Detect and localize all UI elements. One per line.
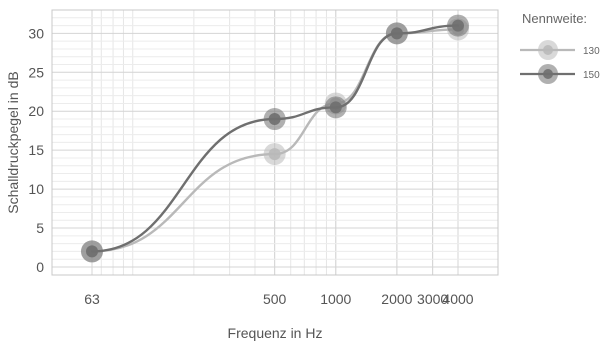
data-point-core	[86, 245, 98, 258]
y-tick-label: 30	[28, 25, 44, 41]
y-tick-label: 5	[36, 220, 44, 236]
legend-marker-core	[543, 45, 553, 55]
data-point-core	[268, 148, 281, 161]
series-150	[81, 14, 469, 263]
x-tick-label: 1000	[320, 291, 351, 307]
y-tick-label: 0	[36, 259, 44, 275]
legend-title: Nennweite:	[522, 11, 587, 26]
y-tick-label: 10	[28, 181, 44, 197]
data-point-core	[452, 19, 464, 32]
legend-marker-core	[543, 69, 553, 79]
legend-label: 130	[583, 46, 600, 57]
x-axis-title: Frequenz in Hz	[228, 325, 323, 341]
y-axis-title: Schalldruckpegel in dB	[5, 71, 21, 213]
data-point-core	[390, 27, 403, 40]
x-tick-label: 63	[84, 291, 100, 307]
y-tick-label: 20	[28, 103, 44, 119]
plot-frame	[51, 9, 499, 276]
series-group	[81, 14, 469, 263]
axes	[51, 9, 499, 276]
y-tick-label: 25	[28, 64, 44, 80]
x-tick-label: 500	[263, 291, 287, 307]
x-tick-label: 4000	[442, 291, 473, 307]
grid	[52, 10, 498, 275]
legend-label: 150	[583, 70, 600, 81]
legend: Nennweite: 130 150	[520, 11, 600, 84]
data-point-core	[329, 101, 342, 114]
data-point-core	[268, 113, 281, 126]
y-tick-label: 15	[28, 142, 44, 158]
x-tick-label: 3000	[417, 291, 448, 307]
x-tick-label: 2000	[381, 291, 412, 307]
